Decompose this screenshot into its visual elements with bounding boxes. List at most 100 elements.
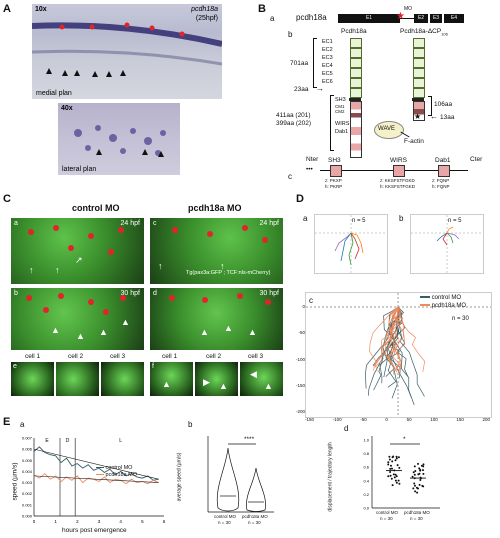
ish-medial-image: 10x pcdh18a (25hpf) medial plan: [32, 4, 222, 99]
speed-legend: control MO pcdh18a MO: [96, 465, 137, 479]
ish-medial-drawing: [32, 22, 222, 77]
track-a-svg: [315, 215, 387, 273]
ratio-point-control: [387, 463, 390, 466]
len-106: 106aa: [434, 101, 453, 108]
panel-d-c-n: n = 30: [452, 316, 469, 322]
ratio-point-pcdh18a: [417, 462, 419, 465]
panel-d-c-label: c: [309, 296, 313, 305]
ratio-point-pcdh18a: [414, 470, 417, 472]
len-13: 13aa: [440, 114, 455, 121]
tile-a-dots: [28, 225, 124, 255]
violin-cat-pcdh: pcdh18a MO: [242, 514, 268, 519]
wirs-h-seq: h: KKSFSTFGKD: [380, 184, 416, 189]
cm2-label: CM2: [335, 109, 345, 114]
tile-b-arrow-3: ▲: [99, 327, 108, 337]
violin-control: [216, 447, 240, 512]
ratio-point-pcdh18a: [419, 479, 422, 481]
ratio-point-control: [388, 458, 391, 461]
wirs-motif-box: [393, 165, 405, 177]
exon-e2: E2: [414, 14, 428, 23]
mo-star-icon: ★: [396, 11, 405, 22]
tile-a-arrow-1: ↑: [29, 265, 34, 275]
ytick-2: -100: [296, 356, 306, 362]
ratio-point-control: [396, 464, 399, 467]
legend-pcdh: pcdh18a MO: [420, 302, 466, 310]
tile-b-arrow-1: ▲: [51, 325, 60, 335]
ratio-point-pcdh18a: [412, 471, 415, 474]
sh3-z-seq: z: PKXP: [325, 178, 342, 183]
ratio-ytick: 0.4: [363, 478, 369, 483]
dots-label: •••: [306, 166, 313, 173]
ec4-box: [350, 68, 362, 78]
wave-label: WAVE: [378, 126, 396, 132]
lateral-plane-label: lateral plan: [62, 166, 97, 173]
ratio-point-control: [389, 474, 392, 477]
legend-pcdh-swatch: [420, 304, 430, 307]
phase-label: L: [119, 438, 122, 444]
tile-d-dots: [169, 293, 271, 305]
speed-xtick: 4: [119, 519, 122, 524]
panel-d-a-n: n = 5: [352, 218, 366, 224]
legend-control-text: control MO: [431, 295, 462, 301]
speed-ytick: 0.006: [22, 447, 33, 452]
cp-domain: [350, 101, 362, 158]
cell2-pcdh-label: cell 2: [206, 353, 222, 360]
ratio-point-control: [390, 477, 393, 480]
gene-name: pcdh18a: [191, 6, 218, 13]
pcdh18a-dcp-label: Pcdh18a-ΔCP106: [400, 28, 448, 36]
ish-lateral-image: 40x lateral plan: [58, 103, 180, 175]
dab1-z-seq: z: FQNP: [432, 178, 450, 183]
sh3-motif-label: SH3: [328, 157, 341, 164]
wave-bubble: [374, 121, 404, 139]
control-trajectory: [397, 306, 425, 397]
track-plot-a: [314, 214, 388, 274]
ratio-point-control: [395, 455, 398, 458]
len-701: 701aa: [290, 60, 309, 67]
tile-b-arrow-4: ▲: [121, 317, 130, 327]
tile-d-arrow-2: ▲: [224, 323, 233, 333]
cp-labels: SH3 CM1 CM2 WIRS Dab1: [335, 96, 349, 136]
ratio-ytick: 0.6: [363, 465, 369, 470]
speed-ytick: 0.007: [22, 436, 33, 441]
ratio-point-control: [389, 467, 392, 470]
speed-legend-pcdh-swatch: [96, 473, 104, 476]
ec3-box: [350, 58, 362, 68]
dcp-ec2: [413, 48, 425, 58]
sh3-motif-box: [330, 165, 342, 177]
cell-pcdh-3-arrow-1: ◀: [250, 369, 257, 379]
ratio-point-control: [398, 482, 401, 485]
series-pcdh18a-line: [33, 473, 159, 485]
pcdh18a-trajectory: [369, 306, 399, 371]
ytick-0: 0: [302, 304, 306, 309]
phase-label: D: [66, 438, 70, 444]
panel-e-b-label: b: [188, 420, 193, 429]
ratio-ytick: 0.0: [363, 506, 369, 511]
violin-n-pcdh: n = 30: [248, 520, 261, 525]
lateral-magnification: 40x: [61, 105, 73, 112]
mo-label: MO: [404, 6, 413, 12]
dab1-motif-box: [438, 165, 450, 177]
speed-legend-control-swatch: [96, 466, 104, 469]
dcp-ec5: [413, 78, 425, 88]
tile-b-time: 30 hpf: [120, 290, 140, 297]
track-plot-b: [410, 214, 484, 274]
dcp-ec3: [413, 58, 425, 68]
ratio-point-pcdh18a: [422, 463, 425, 466]
violin-n-control: n = 30: [218, 520, 231, 525]
panel-b-c-label: c: [288, 172, 292, 181]
bracket-cp: [330, 95, 334, 151]
phase-label: E: [45, 438, 49, 444]
tile-a-time: 24 hpf: [120, 220, 140, 227]
ratio-n-pcdh: n = 30: [410, 516, 423, 521]
ratio-point-pcdh18a: [411, 475, 414, 478]
trend-control: [33, 448, 159, 480]
tile-b-arrow-2: ▲: [76, 331, 85, 341]
exon-e1: E1: [338, 14, 400, 23]
ratio-point-pcdh18a: [414, 490, 417, 493]
ec1-label: EC1: [322, 39, 333, 45]
track-c-svg: [306, 293, 491, 417]
cell-pcdh-2: ▶ ▲: [195, 362, 238, 396]
ratio-point-control: [391, 484, 394, 487]
panel-b-a-label: a: [270, 14, 275, 23]
len-23: 23aa: [294, 86, 309, 93]
